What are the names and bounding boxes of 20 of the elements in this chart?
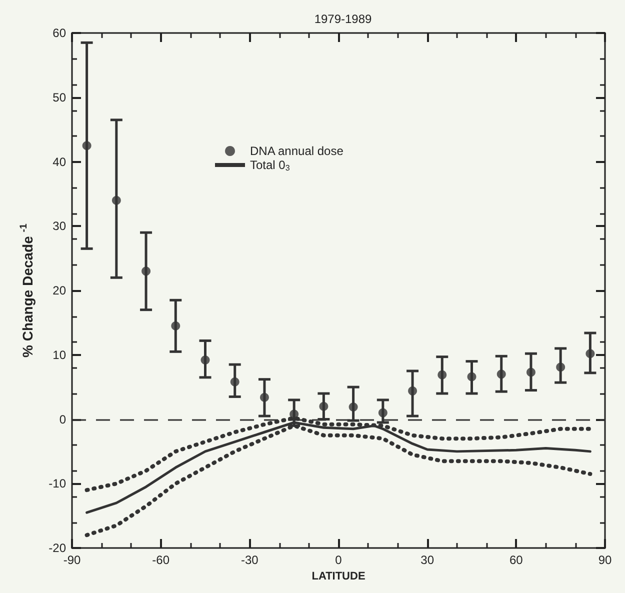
- y-tick-label: 10: [52, 348, 66, 362]
- y-tick-label: 30: [52, 219, 66, 234]
- x-tick-label: -90: [63, 553, 81, 567]
- x-tick-label: 90: [598, 553, 612, 567]
- y-tick-label: 0: [59, 412, 66, 426]
- y-tick-label: -20: [48, 541, 66, 555]
- y-tick-label: -10: [48, 476, 66, 491]
- x-tick-label: 30: [420, 553, 434, 567]
- x-axis-title: LATITUDE: [312, 570, 366, 582]
- y-axis-title: % Change Decade -1: [18, 222, 36, 358]
- chart-title: 1979-1989: [314, 12, 372, 26]
- legend-label: DNA annual dose: [250, 144, 344, 158]
- x-tick-label: -60: [152, 553, 170, 567]
- x-tick-label: -30: [240, 553, 259, 567]
- y-tick-label: 40: [52, 154, 66, 169]
- y-tick-label: 60: [52, 26, 66, 40]
- y-tick-label: 20: [52, 284, 66, 298]
- x-tick-label: 0: [335, 553, 342, 567]
- x-tick-label: 60: [509, 553, 524, 567]
- y-tick-label: 50: [52, 90, 66, 104]
